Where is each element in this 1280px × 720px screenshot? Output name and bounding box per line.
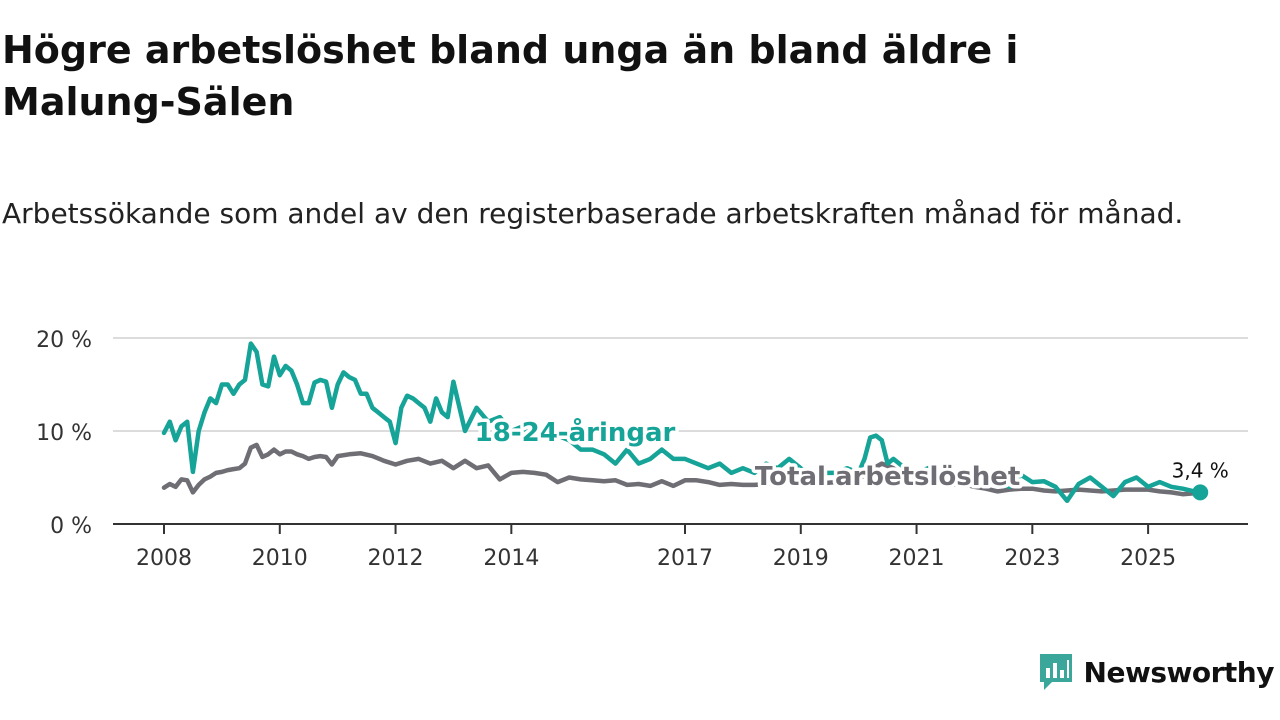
series-label-total: Total arbetslöshet bbox=[755, 462, 1020, 492]
x-tick-label: 2010 bbox=[252, 546, 308, 571]
end-value-label: 3,4 % bbox=[1172, 458, 1229, 482]
y-tick-label: 10 % bbox=[36, 421, 92, 446]
end-point-marker bbox=[1192, 484, 1209, 501]
y-axis: 0 % 10 % 20 % bbox=[36, 328, 92, 539]
x-tick-label: 2023 bbox=[1004, 546, 1060, 571]
x-tick-label: 2021 bbox=[889, 546, 945, 571]
newsworthy-logo-icon bbox=[1039, 654, 1072, 690]
x-tick-label: 2014 bbox=[483, 546, 539, 571]
page-title: Högre arbetslöshet bland unga än bland ä… bbox=[2, 28, 1019, 124]
series-labels: 18-24-åringar Total arbetslöshet bbox=[471, 413, 1024, 496]
brand-name: Newsworthy bbox=[1083, 655, 1275, 689]
x-tick-label: 2012 bbox=[368, 546, 424, 571]
grid bbox=[113, 337, 1248, 432]
series-line-youth bbox=[161, 341, 1203, 504]
y-tick-label: 20 % bbox=[36, 328, 92, 353]
series-line-total bbox=[161, 442, 1203, 497]
series-label-youth: 18-24-åringar bbox=[475, 416, 676, 448]
x-tick-label: 2025 bbox=[1120, 546, 1176, 571]
brand-logo: Newsworthy bbox=[1038, 652, 1275, 692]
x-tick-label: 2017 bbox=[657, 546, 713, 571]
end-marker: 3,4 % bbox=[1169, 456, 1231, 501]
chart-subtitle: Arbetssökande som andel av den registerb… bbox=[2, 197, 1184, 230]
y-tick-label: 0 % bbox=[50, 514, 92, 539]
series-group bbox=[161, 341, 1203, 504]
x-tick-label: 2019 bbox=[773, 546, 829, 571]
x-axis: 2008 2010 2012 2014 2017 2019 2021 2023 2025 bbox=[113, 523, 1248, 571]
x-tick-label: 2008 bbox=[136, 546, 192, 571]
